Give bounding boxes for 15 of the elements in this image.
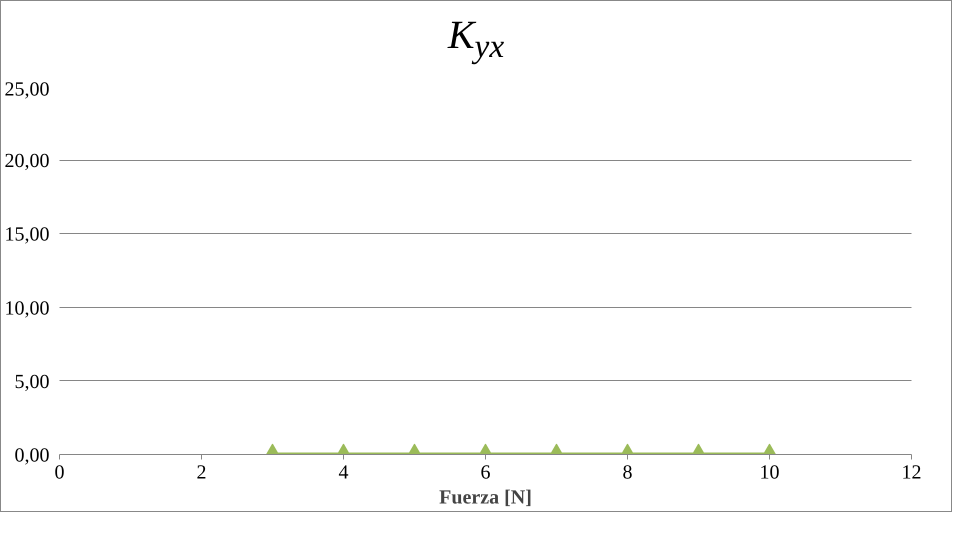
x-tick-label: 8 bbox=[622, 462, 632, 484]
x-tick-label: 4 bbox=[338, 462, 348, 484]
y-tick-label: 25,00 bbox=[4, 78, 50, 100]
x-axis-title: Fuerza [N] bbox=[439, 486, 532, 508]
y-tick-label: 15,00 bbox=[4, 224, 50, 246]
y-tick-label: 0,00 bbox=[14, 444, 50, 466]
y-tick-label: 5,00 bbox=[14, 370, 50, 393]
chart-title: K$_{yx}$ bbox=[448, 12, 504, 65]
x-tick-label: 6 bbox=[480, 462, 490, 484]
x-tick-label: 2 bbox=[196, 462, 206, 484]
x-tick-label: 0 bbox=[54, 462, 64, 484]
y-tick-label: 20,00 bbox=[4, 150, 50, 172]
y-tick-label: 10,00 bbox=[4, 297, 50, 320]
x-tick-label: 12 bbox=[902, 462, 922, 484]
x-tick-label: 10 bbox=[760, 462, 780, 484]
